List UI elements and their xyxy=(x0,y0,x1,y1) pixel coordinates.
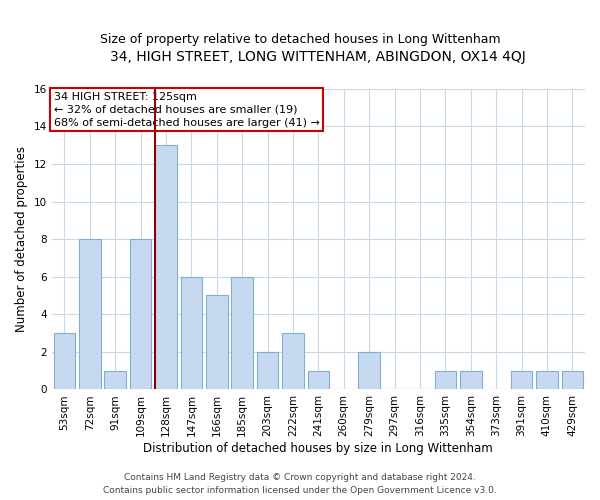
Bar xyxy=(53,333,75,390)
Bar xyxy=(130,239,151,390)
Title: 34, HIGH STREET, LONG WITTENHAM, ABINGDON, OX14 4QJ: 34, HIGH STREET, LONG WITTENHAM, ABINGDO… xyxy=(110,50,526,64)
Bar xyxy=(511,370,532,390)
Bar xyxy=(206,296,227,390)
Bar xyxy=(358,352,380,390)
Bar xyxy=(562,370,583,390)
Text: Size of property relative to detached houses in Long Wittenham: Size of property relative to detached ho… xyxy=(100,32,500,46)
Bar xyxy=(308,370,329,390)
Text: 34 HIGH STREET: 125sqm
← 32% of detached houses are smaller (19)
68% of semi-det: 34 HIGH STREET: 125sqm ← 32% of detached… xyxy=(53,92,320,128)
Bar xyxy=(79,239,101,390)
Bar xyxy=(536,370,557,390)
Bar xyxy=(232,276,253,390)
Text: Contains HM Land Registry data © Crown copyright and database right 2024.
Contai: Contains HM Land Registry data © Crown c… xyxy=(103,474,497,495)
Bar xyxy=(282,333,304,390)
Bar xyxy=(257,352,278,390)
X-axis label: Distribution of detached houses by size in Long Wittenham: Distribution of detached houses by size … xyxy=(143,442,493,455)
Bar xyxy=(155,145,177,390)
Bar xyxy=(181,276,202,390)
Bar xyxy=(434,370,456,390)
Bar xyxy=(460,370,482,390)
Y-axis label: Number of detached properties: Number of detached properties xyxy=(15,146,28,332)
Bar xyxy=(104,370,126,390)
